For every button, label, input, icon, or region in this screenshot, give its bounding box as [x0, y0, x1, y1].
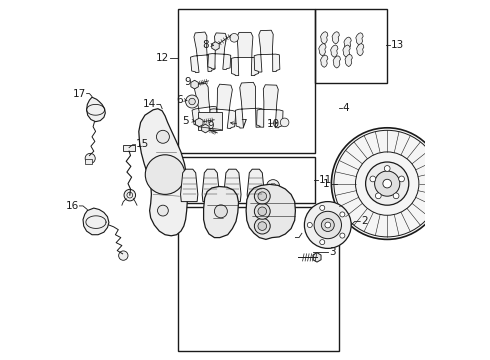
Circle shape [189, 98, 196, 105]
Circle shape [375, 193, 381, 199]
Bar [178, 207, 339, 351]
Circle shape [258, 207, 267, 216]
Polygon shape [192, 83, 219, 126]
Polygon shape [191, 32, 215, 73]
Circle shape [374, 171, 400, 196]
Polygon shape [320, 32, 328, 44]
Text: 10: 10 [267, 119, 280, 129]
Polygon shape [246, 184, 295, 239]
Circle shape [186, 95, 198, 108]
Text: 5: 5 [183, 116, 189, 126]
Circle shape [254, 218, 270, 234]
Text: 15: 15 [136, 139, 149, 149]
Polygon shape [345, 54, 352, 67]
Bar [123, 145, 135, 151]
Polygon shape [202, 169, 220, 202]
Polygon shape [357, 44, 364, 56]
Bar [178, 157, 315, 203]
Circle shape [254, 203, 270, 219]
Bar [178, 9, 315, 153]
Polygon shape [331, 45, 338, 57]
Circle shape [314, 211, 342, 239]
Polygon shape [209, 84, 236, 129]
Circle shape [370, 176, 376, 182]
Text: 16: 16 [66, 201, 79, 211]
Circle shape [307, 222, 312, 228]
Circle shape [124, 189, 136, 201]
Circle shape [319, 240, 325, 245]
Polygon shape [313, 253, 321, 262]
Circle shape [215, 205, 227, 218]
Polygon shape [204, 186, 239, 238]
Circle shape [384, 166, 390, 171]
Polygon shape [356, 33, 363, 45]
Polygon shape [235, 82, 263, 128]
Polygon shape [247, 169, 265, 202]
Circle shape [156, 130, 170, 143]
Polygon shape [332, 32, 340, 44]
Polygon shape [320, 55, 328, 67]
Circle shape [258, 222, 267, 230]
Text: 13: 13 [391, 40, 404, 50]
Circle shape [304, 202, 351, 248]
Circle shape [267, 180, 280, 193]
Text: 3: 3 [329, 247, 336, 257]
Polygon shape [344, 37, 351, 49]
Polygon shape [224, 169, 241, 202]
Polygon shape [254, 30, 280, 72]
Text: 7: 7 [240, 119, 247, 129]
Polygon shape [196, 118, 203, 127]
Circle shape [258, 192, 267, 201]
Text: 9: 9 [208, 121, 214, 131]
Bar [198, 112, 221, 130]
Circle shape [325, 222, 331, 228]
Polygon shape [231, 32, 259, 76]
Bar [85, 159, 92, 164]
Circle shape [270, 183, 276, 189]
Text: 17: 17 [73, 89, 86, 99]
Circle shape [393, 193, 399, 199]
Polygon shape [87, 97, 105, 122]
Polygon shape [343, 45, 350, 57]
Circle shape [331, 128, 443, 239]
Text: 14: 14 [143, 99, 156, 109]
Text: 8: 8 [202, 40, 209, 50]
Text: 6: 6 [176, 95, 183, 105]
Circle shape [340, 212, 345, 217]
Polygon shape [208, 33, 231, 69]
Bar [315, 9, 387, 83]
Text: 1: 1 [323, 179, 330, 189]
Circle shape [230, 33, 239, 42]
Circle shape [254, 188, 270, 204]
Circle shape [145, 155, 185, 194]
Text: 11: 11 [318, 175, 332, 185]
Circle shape [340, 233, 345, 238]
Polygon shape [191, 80, 198, 89]
Polygon shape [333, 56, 341, 68]
Circle shape [321, 219, 334, 231]
Circle shape [119, 251, 128, 260]
Text: 12: 12 [156, 53, 169, 63]
Circle shape [280, 118, 289, 127]
Circle shape [319, 205, 325, 210]
Circle shape [85, 153, 95, 163]
Circle shape [157, 205, 169, 216]
Text: 4: 4 [343, 103, 349, 113]
Circle shape [399, 176, 404, 182]
Circle shape [366, 162, 409, 205]
Polygon shape [212, 42, 219, 50]
Polygon shape [318, 44, 326, 56]
Polygon shape [257, 85, 283, 128]
Text: 9: 9 [184, 77, 191, 87]
Polygon shape [180, 169, 198, 202]
Polygon shape [139, 109, 187, 236]
Polygon shape [83, 208, 109, 235]
Polygon shape [202, 124, 209, 133]
Circle shape [383, 179, 392, 188]
Text: 2: 2 [361, 216, 368, 226]
